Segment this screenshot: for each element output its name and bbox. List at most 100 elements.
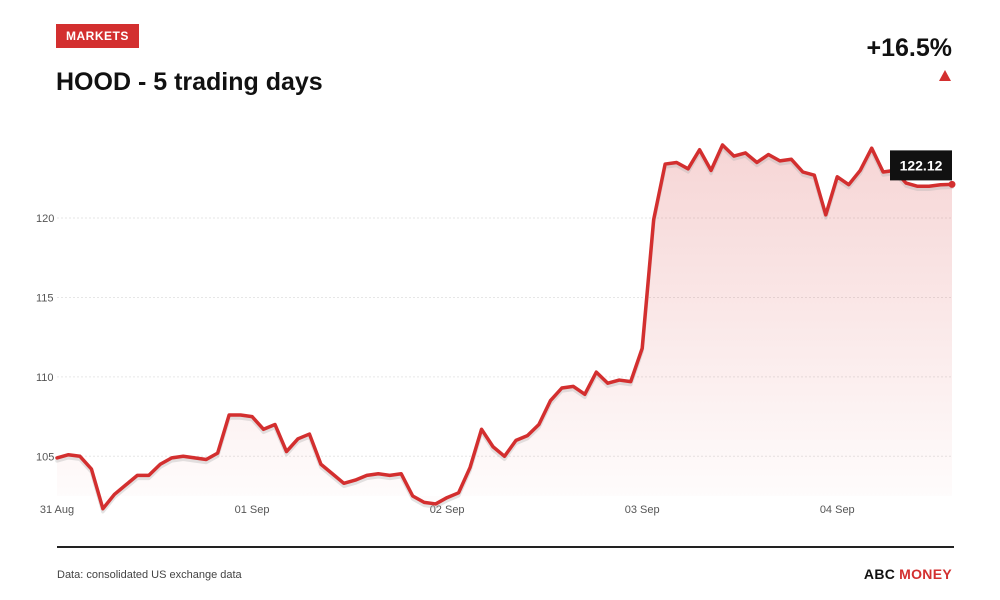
data-point [216, 452, 219, 455]
data-point [377, 472, 380, 475]
data-point [710, 169, 713, 172]
data-point [813, 174, 816, 177]
last-value-label-box [890, 150, 952, 181]
data-point [457, 491, 460, 494]
data-point [469, 466, 472, 469]
data-point [354, 479, 357, 482]
last-value-label: 122.12 [900, 157, 943, 173]
price-area [57, 145, 952, 509]
price-chart: 105 110 115 120 31 Aug 01 Sep 02 Sep 03 Sep 04 … [36, 143, 956, 516]
data-point [790, 158, 793, 161]
section-badge: MARKETS [56, 24, 139, 48]
data-point [113, 493, 116, 496]
data-point [549, 399, 552, 402]
y-tick-label: 105 [36, 451, 54, 463]
data-point [319, 463, 322, 466]
data-point [228, 414, 231, 417]
brand-money: MONEY [899, 566, 952, 582]
data-point [193, 456, 196, 459]
data-point [928, 185, 931, 188]
data-point [744, 151, 747, 154]
data-point [606, 382, 609, 385]
data-point [778, 159, 781, 162]
price-change: +16.5% [866, 34, 953, 62]
y-tick-label: 115 [36, 292, 54, 304]
data-point [882, 171, 885, 174]
data-point [905, 182, 908, 185]
data-point [595, 371, 598, 374]
data-point [434, 502, 437, 505]
data-point [147, 474, 150, 477]
data-point [664, 163, 667, 166]
data-point [56, 456, 59, 459]
data-point [170, 456, 173, 459]
data-point [205, 458, 208, 461]
data-point [698, 148, 701, 151]
data-point [400, 472, 403, 475]
x-tick-label: 02 Sep [430, 504, 465, 516]
data-point [629, 380, 632, 383]
price-line [55, 143, 954, 511]
data-point [755, 161, 758, 164]
x-axis-ticks: 31 Aug 01 Sep 02 Sep 03 Sep 04 Sep [40, 504, 855, 516]
data-point [331, 472, 334, 475]
data-point [296, 437, 299, 440]
data-point [423, 501, 426, 504]
data-point [939, 183, 942, 186]
data-point [480, 428, 483, 431]
data-point [388, 474, 391, 477]
data-point [767, 153, 770, 156]
data-point [101, 507, 104, 510]
data-point [618, 379, 621, 382]
x-tick-label: 31 Aug [40, 504, 74, 516]
brand-abc: ABC [863, 566, 896, 582]
data-point [136, 474, 139, 477]
data-point [262, 428, 265, 431]
data-point [583, 393, 586, 396]
data-point [124, 483, 127, 486]
data-point [492, 445, 495, 448]
price-line-shadow [55, 146, 954, 514]
data-point [182, 455, 185, 458]
data-point [78, 455, 81, 458]
triangle-up-icon [939, 70, 951, 81]
data-point [342, 482, 345, 485]
data-point [285, 450, 288, 453]
data-point [308, 433, 311, 436]
y-tick-label: 120 [36, 213, 54, 225]
data-point [503, 455, 506, 458]
x-tick-label: 04 Sep [820, 504, 855, 516]
data-point [514, 439, 517, 442]
data-point [870, 147, 873, 150]
data-point [274, 423, 277, 426]
data-point [446, 496, 449, 499]
footer-divider [57, 546, 954, 548]
data-point [801, 171, 804, 174]
data-point [159, 463, 162, 466]
data-point [687, 167, 690, 170]
y-tick-label: 110 [36, 372, 54, 384]
data-point [537, 423, 540, 426]
data-point [721, 144, 724, 147]
data-point [526, 434, 529, 437]
x-tick-label: 03 Sep [625, 504, 660, 516]
chart-title: HOOD - 5 trading days [56, 68, 323, 96]
data-point [675, 161, 678, 164]
brand-logo: ABC MONEY [864, 566, 952, 582]
data-point [859, 169, 862, 172]
data-point [824, 213, 827, 216]
data-point [641, 347, 644, 350]
data-point [67, 453, 70, 456]
data-point [916, 185, 919, 188]
data-point [572, 385, 575, 388]
data-point [411, 495, 414, 498]
data-point [239, 414, 242, 417]
data-point [847, 183, 850, 186]
data-point [836, 175, 839, 178]
data-point [732, 155, 735, 158]
data-point [365, 474, 368, 477]
data-point [560, 387, 563, 390]
data-source: Data: consolidated US exchange data [57, 569, 242, 581]
last-point-marker [948, 180, 956, 188]
data-point [251, 415, 254, 418]
